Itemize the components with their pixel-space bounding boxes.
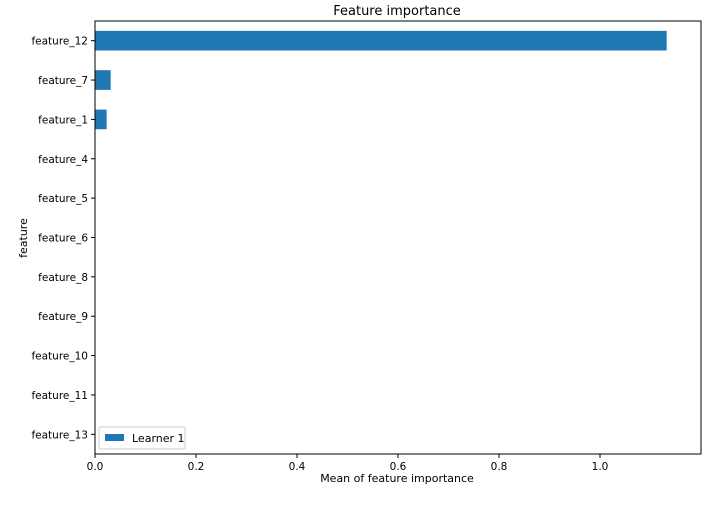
x-axis-label: Mean of feature importance (320, 472, 474, 485)
y-tick-label-feature_4: feature_4 (38, 154, 88, 166)
x-axis-ticks: 0.0 0.2 0.4 0.6 0.8 1.0 (87, 454, 609, 473)
bar-feature_1 (95, 109, 107, 130)
y-tick-label-feature_12: feature_12 (31, 36, 88, 48)
y-axis-ticks: feature_12 feature_7 feature_1 feature_4fea… (31, 36, 95, 441)
x-tick-label: 0.4 (289, 461, 306, 473)
y-tick-label-feature_10: feature_10 (31, 351, 88, 363)
y-tick-label-feature_5: feature_5 (38, 193, 88, 205)
y-tick-label-feature_13: feature_13 (31, 429, 88, 441)
y-tick-label-feature_1: feature_1 (38, 114, 88, 126)
x-tick-label: 0.8 (491, 461, 508, 473)
legend-swatch (105, 434, 124, 441)
legend-label: Learner 1 (132, 432, 185, 445)
x-tick-label: 1.0 (592, 461, 609, 473)
y-axis-label: feature (17, 218, 30, 258)
y-tick-label-feature_11: feature_11 (31, 390, 88, 402)
bar-feature_12 (95, 30, 667, 51)
x-tick-label: 0.0 (87, 461, 104, 473)
y-tick-label-feature_8: feature_8 (38, 272, 88, 284)
plot-frame (94, 20, 702, 455)
legend: Learner 1 (98, 426, 186, 450)
x-tick-label: 0.6 (390, 461, 407, 473)
y-tick-label-feature_7: feature_7 (38, 75, 88, 87)
x-tick-label: 0.2 (188, 461, 205, 473)
y-tick-label-feature_9: feature_9 (38, 311, 88, 323)
legend-frame (98, 426, 186, 450)
bar-feature_7 (95, 70, 111, 90)
y-tick-label-feature_6: feature_6 (38, 233, 88, 245)
bars-layer (95, 30, 667, 130)
chart-title: Feature importance (333, 4, 461, 19)
